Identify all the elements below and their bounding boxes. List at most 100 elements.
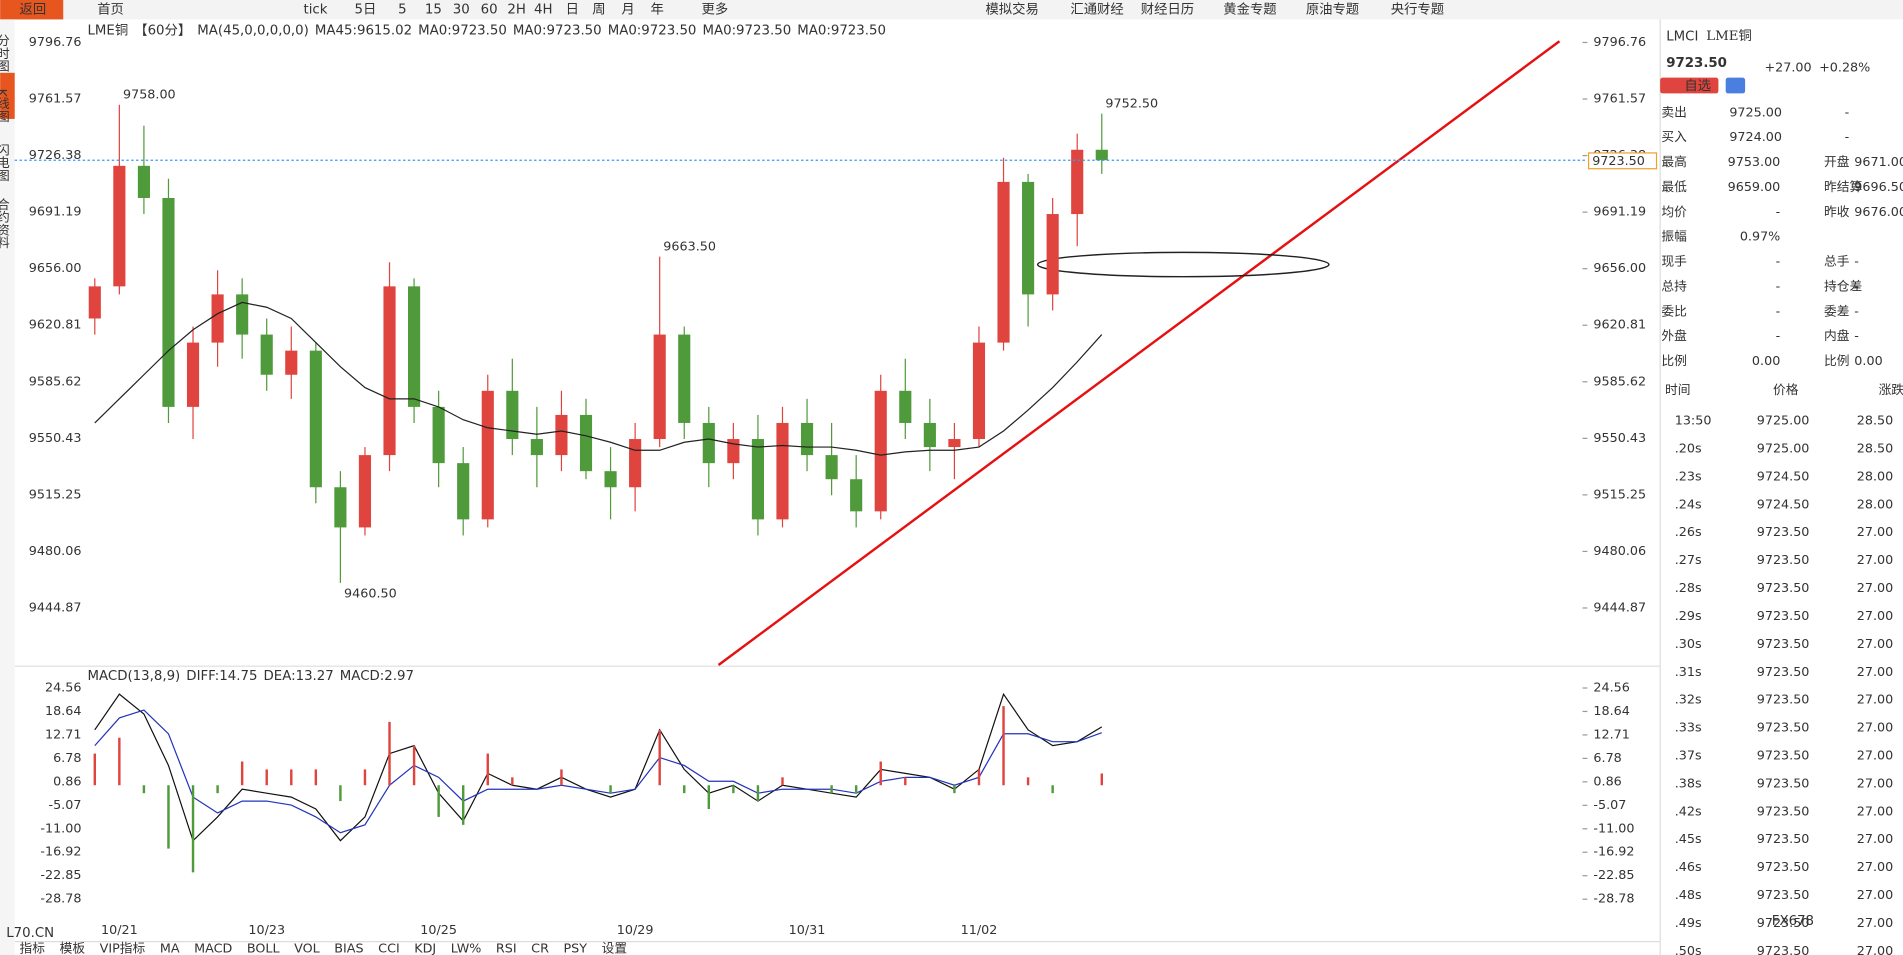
- toolbar-item[interactable]: 返回: [20, 2, 47, 18]
- legend-item: DIFF:14.75: [186, 669, 257, 684]
- quote-value: 9671.00: [1854, 155, 1903, 170]
- y-tick-label: 12.71: [1593, 727, 1629, 742]
- trade-change: 28.50: [1857, 441, 1893, 456]
- watermark: FX678: [1772, 914, 1814, 929]
- quote-label: 最高: [1661, 154, 1686, 170]
- quote-label: 振幅: [1661, 230, 1687, 245]
- y-tick-label: 9585.62: [1593, 374, 1646, 389]
- x-tick-label: 10/29: [617, 923, 654, 938]
- candle-body: [702, 422, 715, 464]
- trade-price: 9725.00: [1757, 414, 1810, 429]
- trade-price: 9723.50: [1757, 860, 1810, 875]
- side-tab[interactable]: K线图: [0, 89, 9, 123]
- back-button[interactable]: [0, 0, 64, 20]
- toolbar-item[interactable]: 5日: [354, 3, 376, 18]
- trade-time: 13:50: [1675, 414, 1712, 429]
- toolbar-item[interactable]: 5: [398, 3, 406, 18]
- alert-button[interactable]: [1725, 77, 1746, 94]
- toolbar-item[interactable]: 财经日历: [1141, 2, 1194, 18]
- trade-time: .45s: [1675, 832, 1702, 847]
- quote-value: 9696.50: [1854, 180, 1903, 195]
- toolbar-item[interactable]: 60: [481, 3, 498, 18]
- toolbar-item[interactable]: 原油专题: [1306, 2, 1359, 18]
- x-tick-label: 10/23: [248, 923, 285, 938]
- y-tick-label: 9796.76: [29, 35, 82, 50]
- candle-body: [850, 479, 863, 512]
- bottom-tab[interactable]: MACD: [194, 941, 232, 955]
- y-tick-label: -5.07: [1593, 798, 1626, 813]
- trade-price: 9723.50: [1757, 888, 1810, 903]
- candle-body: [825, 455, 838, 480]
- candle-body: [923, 422, 936, 448]
- x-tick-label: 10/31: [789, 923, 826, 938]
- toolbar-item[interactable]: 30: [453, 3, 470, 18]
- candle-body: [727, 439, 740, 464]
- trade-time: .37s: [1675, 748, 1702, 763]
- quote-label: 委差: [1824, 304, 1849, 319]
- fav-button[interactable]: [1660, 77, 1719, 94]
- fav-label[interactable]: 自选: [1684, 78, 1711, 94]
- quote-label: 买入: [1661, 130, 1687, 145]
- bottom-tab[interactable]: BOLL: [247, 941, 281, 955]
- side-tab[interactable]: 闪电图: [0, 143, 9, 182]
- table-header: 时间: [1665, 383, 1690, 398]
- toolbar-item[interactable]: 模拟交易: [985, 1, 1038, 18]
- side-tab[interactable]: 分时图: [0, 34, 9, 73]
- trade-change: 28.50: [1857, 414, 1893, 429]
- trade-price: 9723.50: [1757, 721, 1810, 736]
- y-tick-label: -16.92: [40, 845, 81, 860]
- bottom-tab[interactable]: VOL: [294, 941, 321, 955]
- bottom-tab[interactable]: VIP指标: [100, 941, 146, 955]
- bottom-tab[interactable]: 设置: [602, 941, 628, 955]
- macd-line: [94, 692, 1103, 842]
- bottom-tab[interactable]: CR: [531, 941, 549, 955]
- toolbar-item[interactable]: 周: [592, 3, 605, 18]
- toolbar-item[interactable]: 日: [566, 3, 579, 18]
- candle-body: [800, 422, 814, 456]
- trade-time: .23s: [1675, 469, 1702, 484]
- bottom-tab[interactable]: RSI: [496, 941, 517, 955]
- active-tab: [0, 72, 15, 119]
- quote-label: 比例: [1661, 354, 1686, 369]
- candle-body: [555, 414, 568, 456]
- trade-price: 9723.50: [1757, 748, 1810, 763]
- y-tick-label: 9796.76: [1593, 35, 1646, 50]
- bottom-tab[interactable]: LW%: [451, 941, 482, 955]
- side-tab[interactable]: 合约资料: [0, 198, 9, 249]
- toolbar-item[interactable]: 15: [425, 3, 442, 18]
- toolbar-item[interactable]: 2H: [507, 3, 526, 18]
- bottom-tab[interactable]: 指标: [20, 941, 46, 955]
- toolbar-item[interactable]: 黄金专题: [1223, 2, 1276, 18]
- quote-label: 内盘: [1824, 328, 1850, 344]
- bottom-tab[interactable]: MA: [160, 941, 180, 955]
- toolbar-item[interactable]: tick: [304, 3, 328, 18]
- toolbar-item[interactable]: 年: [651, 2, 664, 18]
- bottom-tab[interactable]: BIAS: [334, 941, 363, 955]
- x-tick-label: 10/21: [101, 923, 138, 938]
- toolbar-item[interactable]: 央行专题: [1391, 2, 1444, 18]
- low-label: 9460.50: [344, 586, 397, 601]
- legend-item: MA0:9723.50: [702, 23, 791, 38]
- trade-time: .27s: [1675, 553, 1702, 568]
- quote-label: 现手: [1661, 255, 1687, 270]
- y-tick-label: -22.85: [40, 868, 81, 883]
- bottom-tab[interactable]: PSY: [564, 941, 588, 955]
- quote-value: 0.00: [1854, 354, 1882, 369]
- toolbar-item[interactable]: 月: [621, 3, 634, 18]
- quote-label: 比例: [1824, 354, 1849, 369]
- y-tick-label: 9691.19: [1593, 205, 1646, 220]
- candle-body: [162, 197, 175, 407]
- toolbar-item[interactable]: 汇通财经: [1070, 2, 1123, 18]
- quote-label: -: [1845, 130, 1850, 145]
- toolbar-item[interactable]: 更多: [702, 1, 729, 18]
- y-tick-label: 9480.06: [29, 544, 82, 559]
- candle-body: [358, 455, 372, 528]
- candle-body: [899, 390, 912, 423]
- bottom-tab[interactable]: 模板: [60, 941, 86, 955]
- bottom-tab[interactable]: KDJ: [414, 941, 436, 955]
- candle-body: [481, 390, 494, 520]
- toolbar-item[interactable]: 4H: [534, 3, 553, 18]
- trend-line: [717, 40, 1561, 666]
- bottom-tab[interactable]: CCI: [378, 941, 400, 955]
- toolbar-item[interactable]: 首页: [97, 2, 124, 18]
